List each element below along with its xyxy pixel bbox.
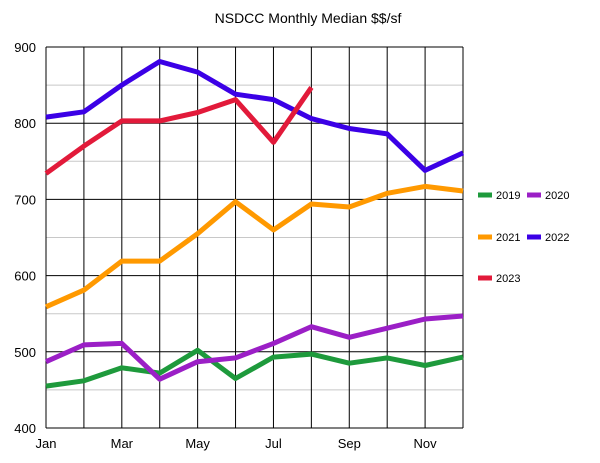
y-tick-label: 900 <box>14 40 36 55</box>
x-tick-label: Jul <box>265 436 282 451</box>
x-tick-label: Nov <box>414 436 438 451</box>
series-line-2021 <box>44 183 464 310</box>
y-tick-label: 400 <box>14 421 36 436</box>
y-axis: 400 500 600 700 800 900 <box>14 40 36 436</box>
y-tick-label: 500 <box>14 345 36 360</box>
series-line-2022 <box>45 59 465 173</box>
series-line-2020 <box>44 313 464 382</box>
legend-label-2022: 2022 <box>545 232 569 244</box>
x-tick-label: Sep <box>338 436 361 451</box>
y-tick-label: 600 <box>14 269 36 284</box>
series-lines <box>44 59 465 389</box>
x-tick-label: Mar <box>111 436 134 451</box>
legend: 2019 2020 2021 2022 2023 <box>478 190 569 285</box>
x-axis: Jan Mar May Jul Sep Nov <box>36 436 438 451</box>
x-tick-label: Jan <box>36 436 57 451</box>
series-line-2019 <box>45 347 464 389</box>
series-line-2023 <box>44 85 314 176</box>
y-tick-label: 700 <box>14 192 36 207</box>
legend-label-2021: 2021 <box>496 232 520 244</box>
chart-title: NSDCC Monthly Median $$/sf <box>215 10 402 26</box>
y-tick-label: 800 <box>14 116 36 131</box>
legend-label-2023: 2023 <box>496 273 520 285</box>
legend-label-2019: 2019 <box>496 190 520 202</box>
x-tick-label: May <box>185 436 210 451</box>
legend-label-2020: 2020 <box>545 190 569 202</box>
